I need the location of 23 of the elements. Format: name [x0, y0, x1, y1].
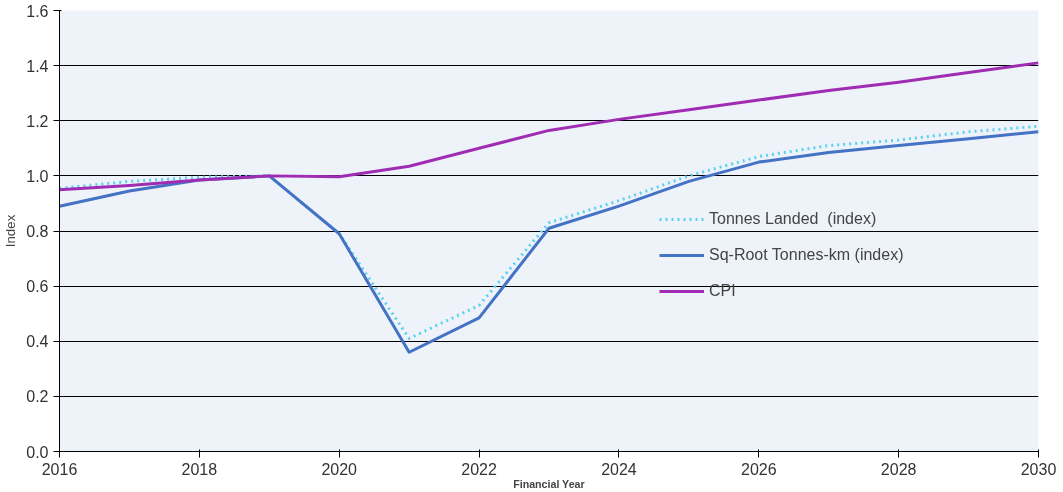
- y-tick-label: 1.0: [26, 167, 49, 185]
- y-tick-label: 1.6: [26, 2, 49, 20]
- y-tick-label: 1.4: [26, 57, 49, 75]
- y-tick-label: 0.6: [26, 278, 49, 296]
- y-tick-label: 0.0: [26, 443, 49, 461]
- x-tick-label: 2022: [461, 460, 497, 478]
- x-tick-label: 2018: [181, 460, 218, 478]
- x-tick-label: 2016: [41, 460, 78, 478]
- x-tick-label: 2024: [601, 460, 637, 478]
- x-tick-label: 2020: [321, 460, 358, 478]
- y-tick-label: 0.2: [26, 388, 49, 406]
- y-axis-title: Index: [3, 214, 19, 248]
- x-tick-label: 2030: [1020, 460, 1057, 478]
- legend-label: CPI: [709, 282, 736, 300]
- x-tick-label: 2028: [880, 460, 917, 478]
- legend-label: Tonnes Landed (index): [709, 210, 877, 228]
- legend-label: Sq-Root Tonnes-km (index): [709, 246, 904, 264]
- line-series: [59, 61, 1039, 192]
- y-tick-label: 0.4: [26, 333, 49, 351]
- y-tick-label: 0.8: [26, 223, 49, 240]
- x-tick-label: 2026: [740, 460, 777, 478]
- y-tick-label: 1.2: [26, 112, 49, 130]
- x-axis-title: Financial Year: [513, 477, 585, 490]
